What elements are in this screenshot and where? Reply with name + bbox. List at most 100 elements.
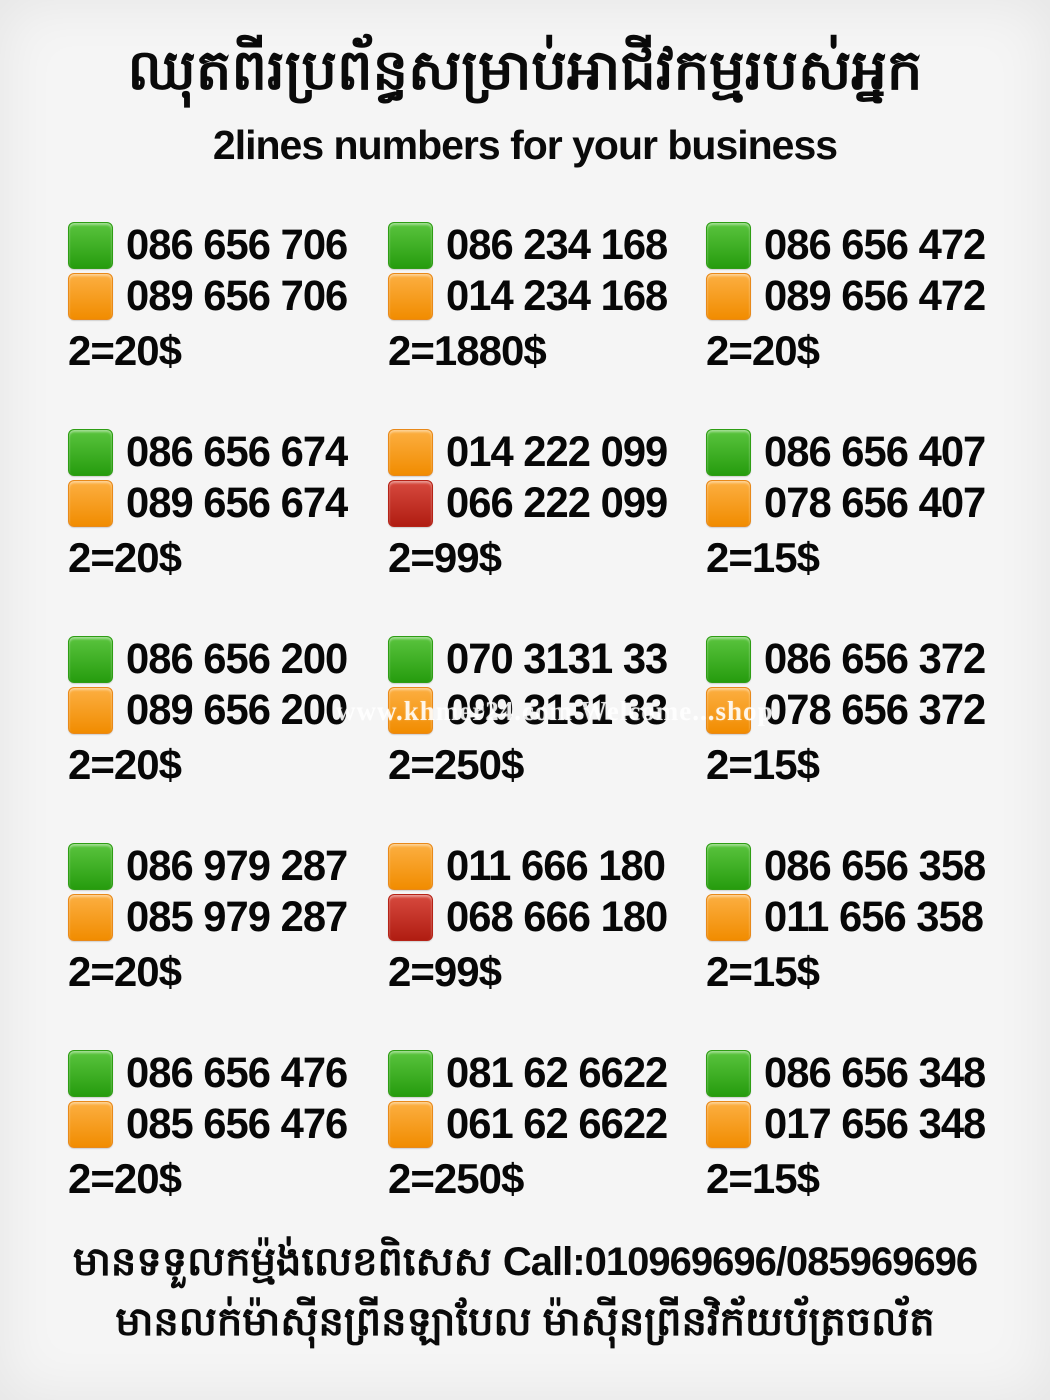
price-label: 2=20$ [68, 327, 182, 374]
number-line: 086 656 358 [706, 841, 1036, 892]
orange-sim-chip-icon [706, 687, 751, 734]
phone-number: 086 656 476 [126, 1049, 348, 1097]
phone-number: 017 656 348 [764, 1100, 986, 1148]
phone-number: 070 3131 33 [446, 635, 668, 683]
green-sim-chip-icon [706, 843, 751, 890]
phone-number: 011 656 358 [764, 893, 984, 941]
price-label: 2=99$ [388, 948, 502, 995]
listing-12: 086 656 358 011 656 358 2=15$ [706, 841, 1036, 997]
green-sim-chip-icon [388, 1050, 433, 1097]
green-sim-chip-icon [68, 429, 113, 476]
orange-sim-chip-icon [388, 687, 433, 734]
number-line: 017 656 348 [706, 1099, 1036, 1150]
phone-number: 086 656 407 [764, 428, 986, 476]
number-line: 086 656 476 [68, 1048, 388, 1099]
orange-sim-chip-icon [388, 1101, 433, 1148]
phone-number: 089 656 200 [126, 686, 348, 734]
orange-sim-chip-icon [388, 273, 433, 320]
watermark-text: www.khmer24.com Welcome...shop [336, 696, 774, 726]
number-line: 086 656 348 [706, 1048, 1036, 1099]
phone-number: 011 666 180 [446, 842, 666, 890]
number-line: 014 222 099 [388, 427, 706, 478]
phone-number: 086 656 348 [764, 1049, 986, 1097]
phone-number: 085 656 476 [126, 1100, 348, 1148]
listing-5: 014 222 099 066 222 099 2=99$ [388, 427, 706, 583]
number-line: 089 656 674 [68, 478, 388, 529]
number-line: 089 656 472 [706, 271, 1036, 322]
price-label: 2=250$ [388, 1155, 524, 1202]
phone-number: 061 62 6622 [446, 1100, 668, 1148]
number-line: 086 656 407 [706, 427, 1036, 478]
phone-number: 089 656 706 [126, 272, 348, 320]
price-label: 2=20$ [68, 741, 182, 788]
listing-4: 086 656 674 089 656 674 2=20$ [68, 427, 388, 583]
number-line: 086 656 372 [706, 634, 1036, 685]
price-label: 2=20$ [706, 327, 820, 374]
phone-number: 078 656 372 [764, 686, 986, 734]
number-line: 078 656 372 [706, 685, 1036, 736]
number-line: 085 656 476 [68, 1099, 388, 1150]
phone-number: 099 3131 33 [446, 686, 668, 734]
price-label: 2=20$ [68, 948, 182, 995]
orange-sim-chip-icon [706, 273, 751, 320]
phone-number: 014 222 099 [446, 428, 668, 476]
listing-3: 086 656 472 089 656 472 2=20$ [706, 220, 1036, 376]
listing-2: 086 234 168 014 234 168 2=1880$ [388, 220, 706, 376]
page-title-khmer: ឈុតពីរប្រព័ន្ធសម្រាប់អាជីវកម្មរបស់អ្នក [127, 38, 923, 101]
orange-sim-chip-icon [68, 1101, 113, 1148]
orange-sim-chip-icon [706, 1101, 751, 1148]
price-label: 2=99$ [388, 534, 502, 581]
phone-number: 086 979 287 [126, 842, 348, 890]
phone-number: 086 656 706 [126, 221, 348, 269]
phone-number: 086 656 200 [126, 635, 348, 683]
green-sim-chip-icon [706, 1050, 751, 1097]
green-sim-chip-icon [388, 636, 433, 683]
footer-order-line: មានទទួលកម្ម៉ង់លេខពិសេស Call:010969696/08… [0, 1236, 1050, 1295]
number-line: 061 62 6622 [388, 1099, 706, 1150]
number-line: 081 62 6622 [388, 1048, 706, 1099]
phone-number: 086 656 358 [764, 842, 986, 890]
listing-9: 086 656 372 078 656 372 2=15$ [706, 634, 1036, 790]
number-line: 078 656 407 [706, 478, 1036, 529]
number-line: 070 3131 33 [388, 634, 706, 685]
number-line: 011 666 180 [388, 841, 706, 892]
number-line: 089 656 200 [68, 685, 388, 736]
listing-13: 086 656 476 085 656 476 2=20$ [68, 1048, 388, 1204]
number-line: 068 666 180 [388, 892, 706, 943]
listings-grid: 086 656 706 089 656 706 2=20$ 086 234 168 01… [68, 220, 1036, 1204]
phone-number: 089 656 674 [126, 479, 348, 527]
number-line: 066 222 099 [388, 478, 706, 529]
price-label: 2=15$ [706, 741, 820, 788]
phone-number: 066 222 099 [446, 479, 668, 527]
orange-sim-chip-icon [388, 429, 433, 476]
number-line: 085 979 287 [68, 892, 388, 943]
page-title-english: 2lines numbers for your business [212, 122, 838, 168]
green-sim-chip-icon [388, 222, 433, 269]
orange-sim-chip-icon [68, 687, 113, 734]
orange-sim-chip-icon [68, 480, 113, 527]
orange-sim-chip-icon [706, 894, 751, 941]
red-sim-chip-icon [388, 480, 433, 527]
listing-7: 086 656 200 089 656 200 2=20$ [68, 634, 388, 790]
listing-14: 081 62 6622 061 62 6622 2=250$ [388, 1048, 706, 1204]
orange-sim-chip-icon [68, 894, 113, 941]
listing-15: 086 656 348 017 656 348 2=15$ [706, 1048, 1036, 1204]
price-label: 2=15$ [706, 948, 820, 995]
number-line: 086 656 200 [68, 634, 388, 685]
number-line: 014 234 168 [388, 271, 706, 322]
listing-8: 070 3131 33 099 3131 33 2=250$ [388, 634, 706, 790]
orange-sim-chip-icon [706, 480, 751, 527]
green-sim-chip-icon [68, 222, 113, 269]
phone-number: 086 656 372 [764, 635, 986, 683]
red-sim-chip-icon [388, 894, 433, 941]
price-label: 2=250$ [388, 741, 524, 788]
phone-number: 078 656 407 [764, 479, 986, 527]
number-line: 089 656 706 [68, 271, 388, 322]
price-label: 2=15$ [706, 1155, 820, 1202]
listing-1: 086 656 706 089 656 706 2=20$ [68, 220, 388, 376]
price-label: 2=15$ [706, 534, 820, 581]
listing-11: 011 666 180 068 666 180 2=99$ [388, 841, 706, 997]
number-line: 086 979 287 [68, 841, 388, 892]
green-sim-chip-icon [706, 636, 751, 683]
